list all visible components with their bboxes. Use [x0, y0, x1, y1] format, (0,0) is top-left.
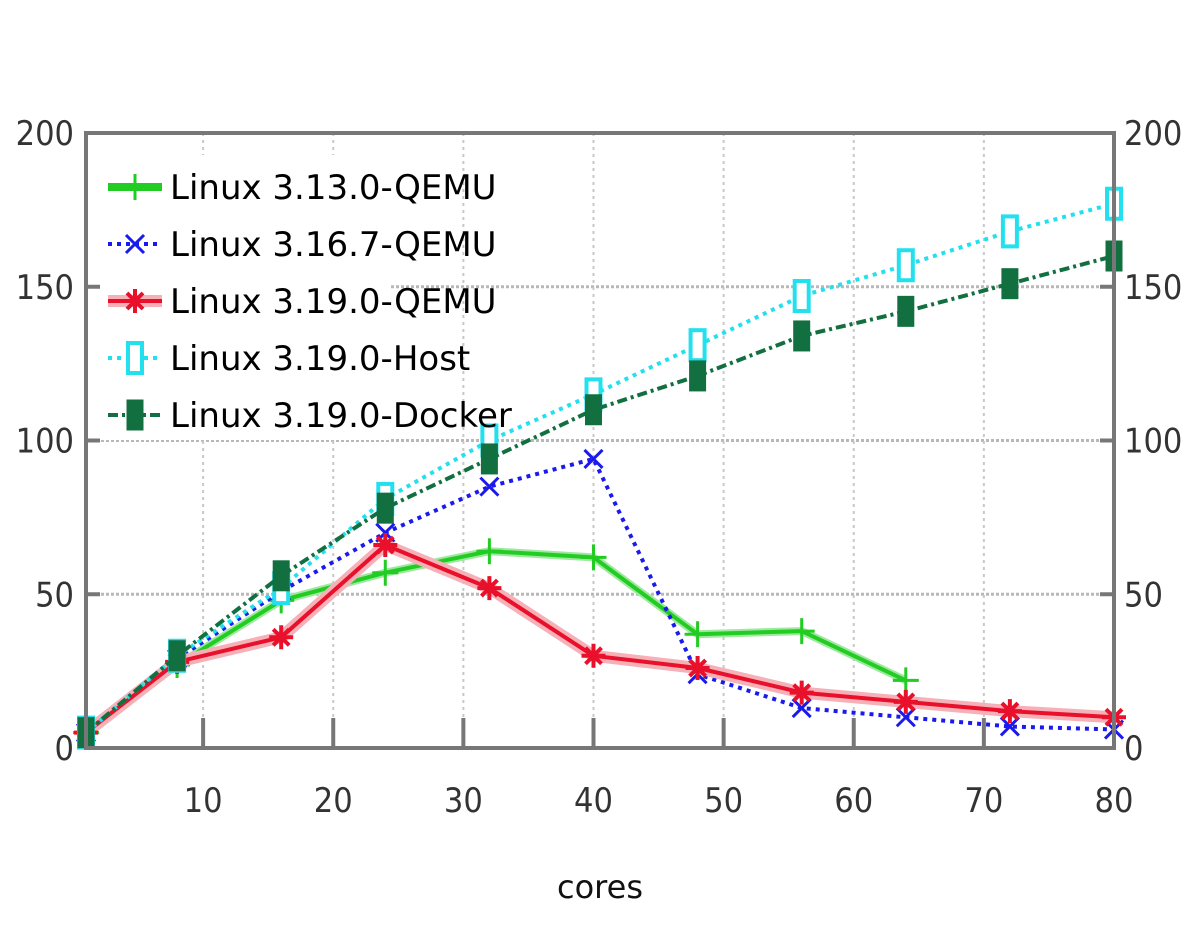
- data-point: [1001, 268, 1019, 300]
- data-point: [376, 492, 394, 524]
- legend-entry-4: Linux 3.19.0-Host: [108, 339, 470, 379]
- data-point: [791, 697, 812, 719]
- data-point: [373, 533, 398, 558]
- tick-labels: 0 0 50 50 100 100 150 150 200 200 10 20 30 40 50 60 70 80: [16, 114, 1183, 821]
- data-point: [477, 576, 502, 601]
- series-5: [77, 240, 1123, 749]
- data-point: [583, 448, 604, 470]
- data-point: [893, 689, 918, 714]
- axes: [84, 131, 1116, 750]
- data-point: [788, 618, 815, 645]
- data-point: [688, 328, 707, 363]
- data-point: [792, 278, 811, 313]
- legend-entry-3: Linux 3.19.0-QEMU: [108, 282, 497, 322]
- series-line: [84, 456, 1115, 735]
- legend: Linux 3.13.0-QEMU Linux 3.16.7-QEMU Linux …: [108, 168, 512, 436]
- x-tick-label: 50: [704, 781, 743, 821]
- x-tick-label: 30: [444, 781, 483, 821]
- series-line-halo: [83, 547, 908, 736]
- data-point: [1000, 214, 1019, 249]
- series-2: [75, 448, 1125, 743]
- data-point: [896, 248, 915, 283]
- legend-entry-5: Linux 3.19.0-Docker: [108, 396, 512, 436]
- series-layer: [73, 186, 1126, 750]
- legend-marker: [126, 341, 144, 375]
- data-point: [584, 394, 602, 426]
- legend-entry-2: Linux 3.16.7-QEMU: [108, 225, 497, 265]
- data-point: [892, 667, 919, 694]
- legend-label: Linux 3.19.0-QEMU: [170, 282, 497, 322]
- series-line-halo: [82, 539, 1115, 738]
- data-point: [684, 621, 711, 648]
- y-tick-label-right: 200: [1124, 114, 1182, 154]
- x-tick-label: 10: [184, 781, 223, 821]
- y-tick-label-left: 0: [55, 729, 74, 769]
- x-tick-label: 60: [834, 781, 873, 821]
- data-point: [269, 625, 294, 650]
- y-tick-label-left: 200: [16, 114, 74, 154]
- y-tick-label-left: 100: [16, 422, 74, 462]
- data-point: [372, 559, 399, 586]
- x-tick-label: 70: [964, 781, 1003, 821]
- data-point: [895, 707, 916, 728]
- data-point: [685, 656, 710, 681]
- data-point: [997, 699, 1022, 724]
- data-point: [480, 443, 498, 475]
- legend-marker: [126, 399, 144, 431]
- data-point: [476, 538, 503, 565]
- y-tick-label-right: 100: [1124, 422, 1182, 462]
- data-point: [793, 320, 811, 352]
- legend-label: Linux 3.19.0-Host: [170, 339, 470, 379]
- data-point: [999, 716, 1020, 737]
- data-point: [689, 360, 707, 392]
- x-tick-label: 40: [574, 781, 613, 821]
- data-point: [479, 476, 500, 497]
- y-tick-label-left: 150: [16, 268, 74, 308]
- legend-label: Linux 3.19.0-Docker: [170, 396, 512, 436]
- x-axis-label: cores: [557, 868, 643, 906]
- legend-label: Linux 3.13.0-QEMU: [170, 168, 497, 208]
- data-point: [272, 560, 290, 592]
- y-tick-label-left: 50: [35, 575, 74, 615]
- data-point: [168, 640, 186, 672]
- y-tick-label-right: 50: [1124, 575, 1163, 615]
- y-tick-label-right: 150: [1124, 268, 1182, 308]
- legend-entry-1: Linux 3.13.0-QEMU: [108, 168, 497, 208]
- legend-label: Linux 3.16.7-QEMU: [170, 225, 497, 265]
- x-tick-label: 80: [1095, 781, 1134, 821]
- data-point: [789, 680, 814, 705]
- data-point: [581, 643, 606, 668]
- data-point: [897, 295, 915, 327]
- legend-marker: [123, 289, 147, 313]
- legend-marker: [122, 174, 148, 200]
- y-tick-label-right: 0: [1124, 729, 1143, 769]
- legend-marker: [124, 233, 146, 255]
- x-tick-label: 20: [314, 781, 353, 821]
- data-point: [580, 544, 607, 571]
